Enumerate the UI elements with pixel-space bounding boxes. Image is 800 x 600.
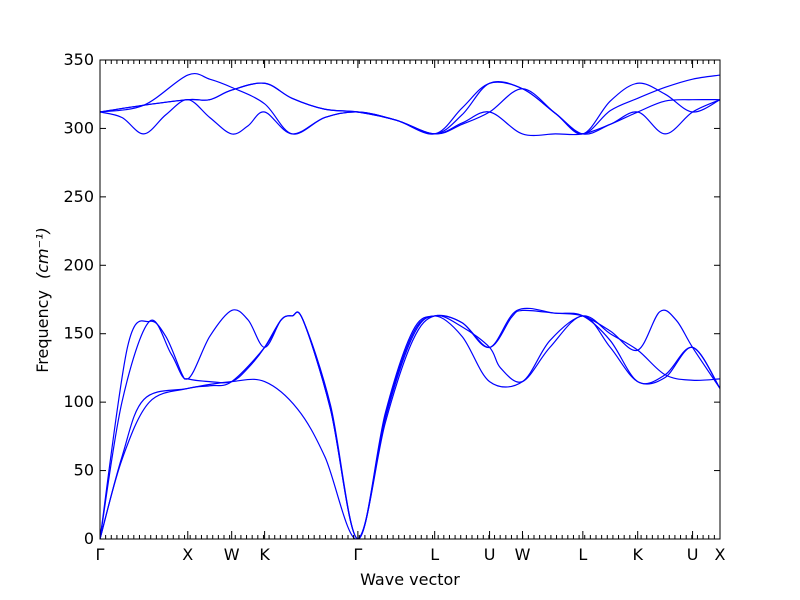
y-axis-label-text: Frequency [33,290,52,373]
band-line-8 [100,72,720,135]
x-tick-label: Γ [96,545,105,564]
x-tick-label: K [259,545,270,564]
plot-area [100,72,720,539]
y-axis-label-unit: (cm⁻¹) [33,227,52,279]
y-tick-label: 150 [63,324,94,343]
y-tick-label: 250 [63,187,94,206]
band-lines [100,72,720,539]
x-tick-label: L [578,545,587,564]
band-line-4 [100,309,720,539]
x-tick-label: X [715,545,726,564]
y-tick-label: 350 [63,50,94,69]
y-tick-label: 50 [74,461,94,480]
x-tick-label: U [484,545,496,564]
y-tick-label: 0 [84,529,94,548]
x-tick-label: L [430,545,439,564]
x-tick-label: W [224,545,240,564]
y-tick-label: 100 [63,392,94,411]
y-axis-label: Frequency (cm⁻¹) [33,227,52,372]
x-tick-label: Γ [353,545,362,564]
y-tick-label: 300 [63,118,94,137]
x-tick-label: W [515,545,531,564]
x-axis-label: Wave vector [360,570,460,589]
x-tick-label: U [687,545,699,564]
band-line-1 [100,314,720,539]
x-tick-label: X [182,545,193,564]
x-tick-label: K [632,545,643,564]
y-tick-label: 200 [63,255,94,274]
